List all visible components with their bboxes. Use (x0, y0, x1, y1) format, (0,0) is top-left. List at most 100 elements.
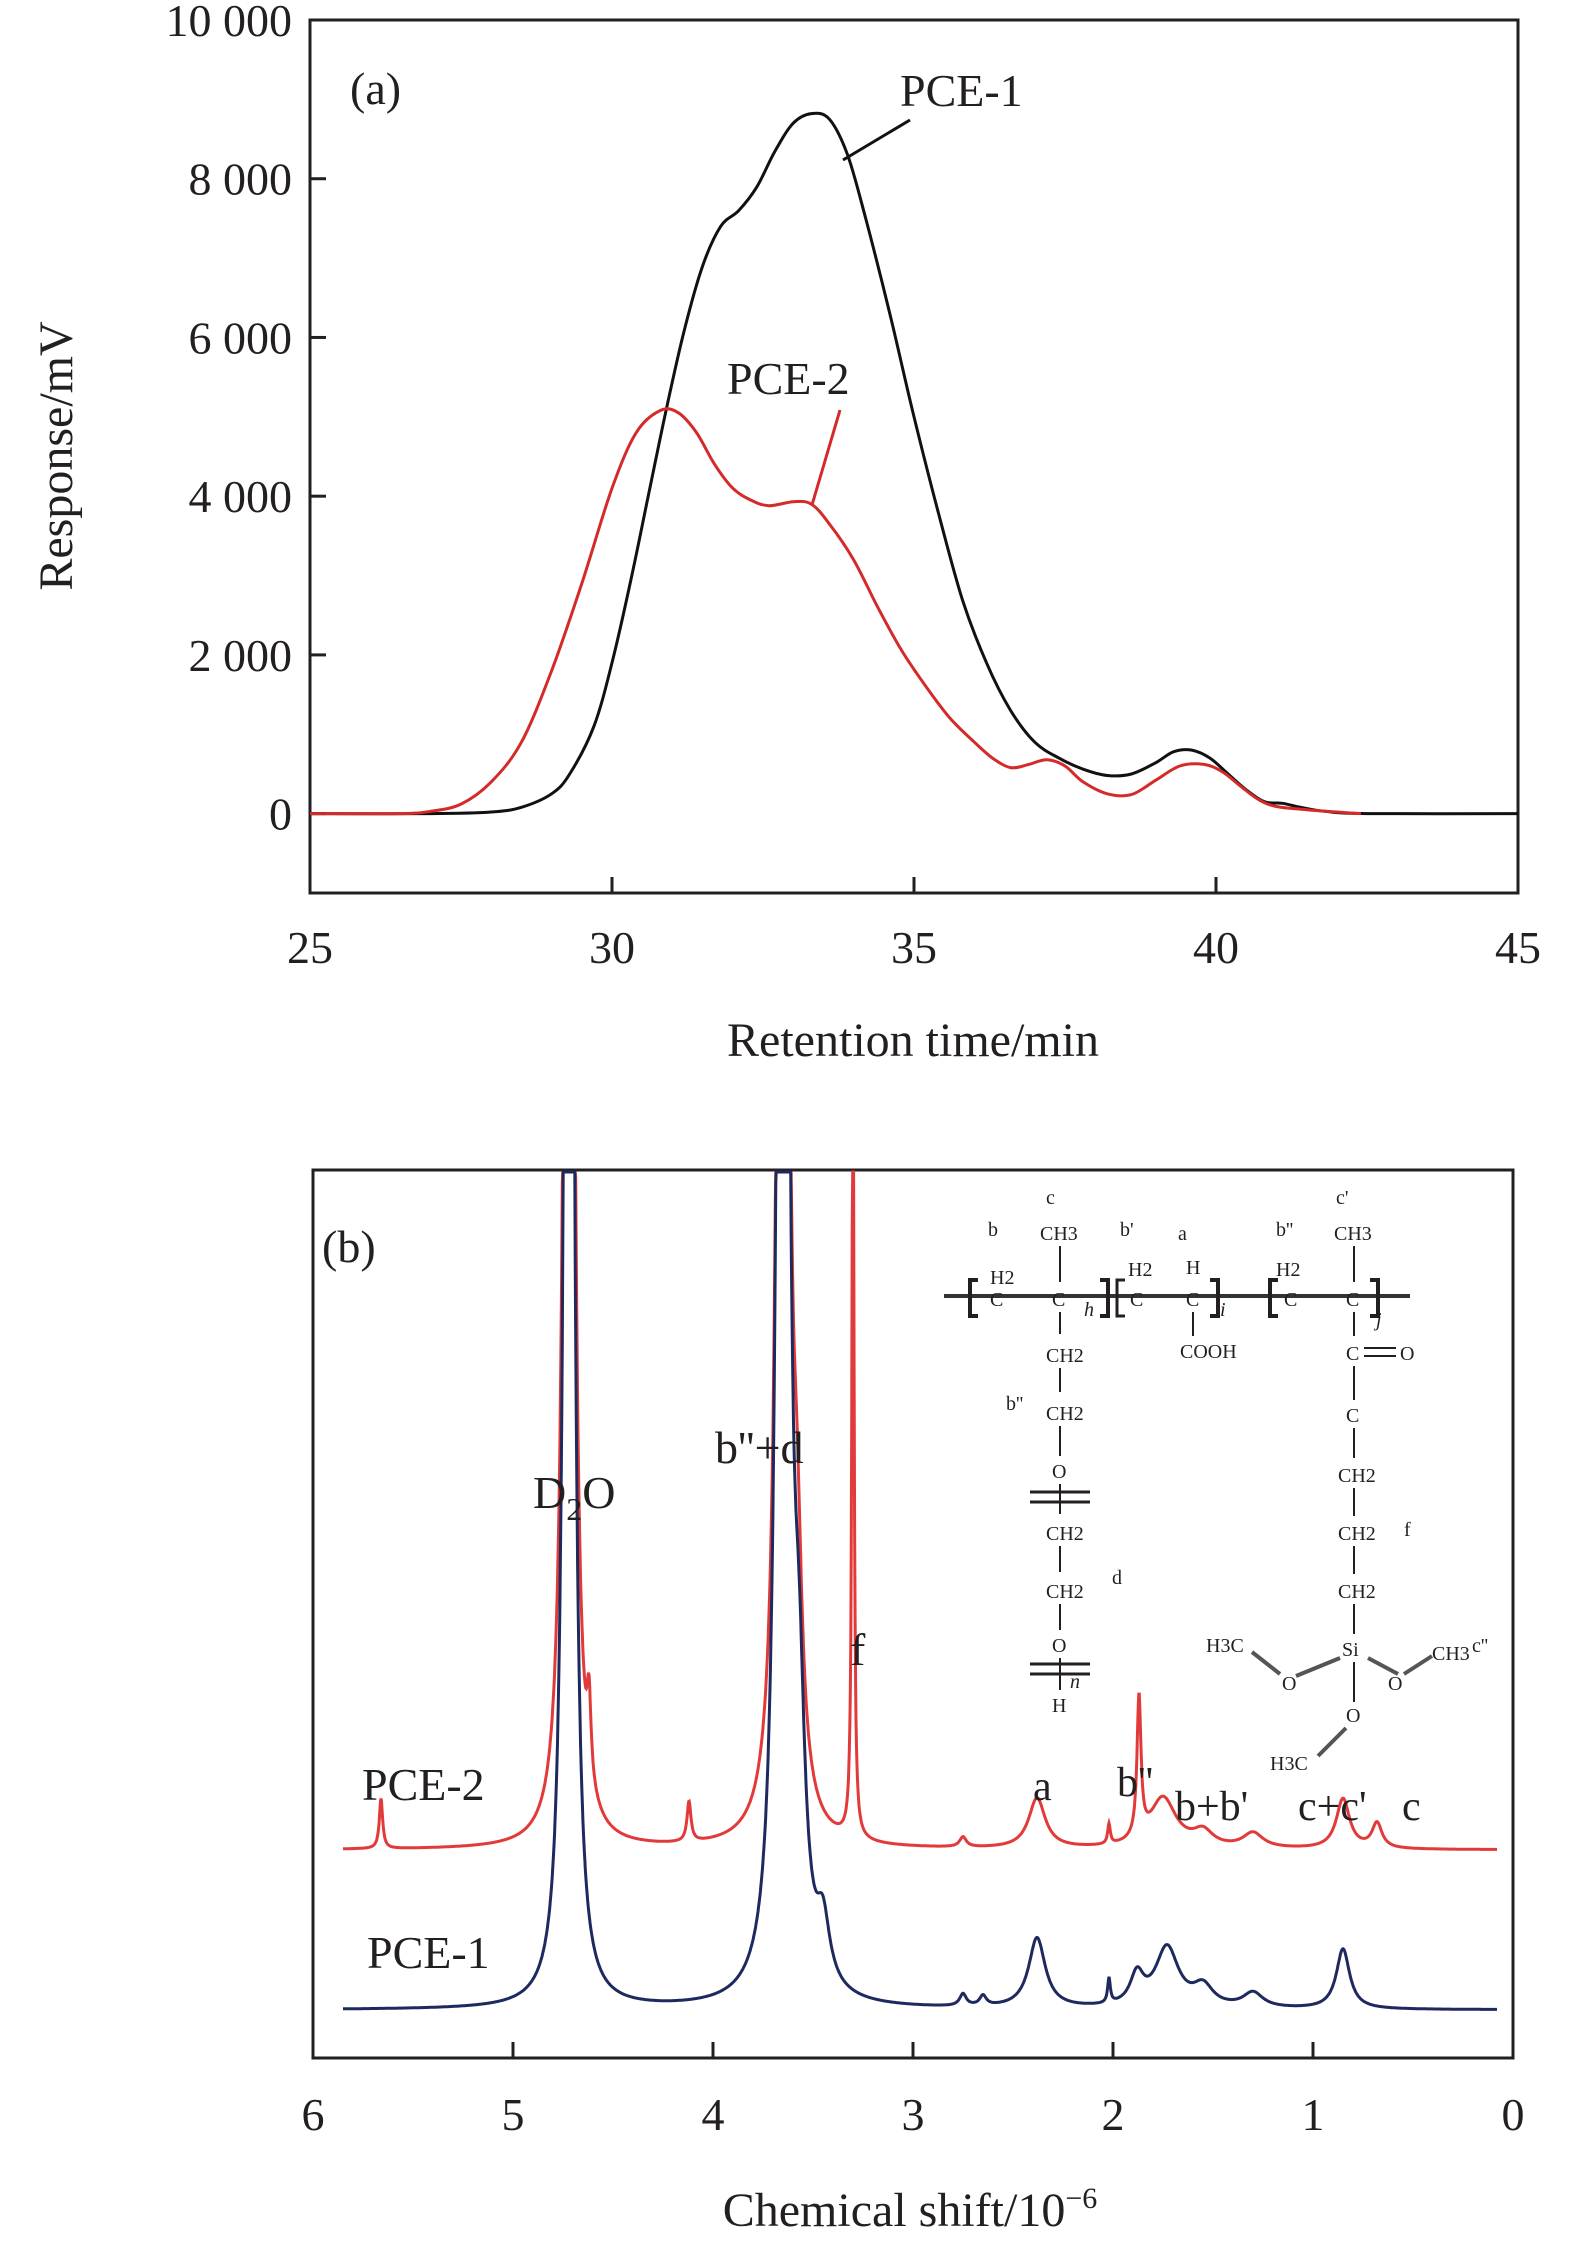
struct-c-carbonyl: C (1346, 1343, 1359, 1365)
struct-o-si-left: O (1282, 1673, 1296, 1695)
struct-c-7: C (1346, 1405, 1359, 1427)
struct-label-b: b (988, 1219, 998, 1241)
panel-a: 0 2 000 4 000 6 000 8 000 10 000 25 30 35 40 45 (… (30, 0, 1541, 1067)
spectrum-line-pce-2 (343, 1170, 1497, 1851)
panel-a-y-tick-label: 4 000 (189, 471, 293, 522)
peak-label-b2: b'' (1117, 1760, 1153, 1806)
struct-c-3: C (1130, 1289, 1143, 1311)
panel-b-x-tick-label: 5 (502, 2089, 525, 2140)
panel-b-x-ticks: 6 5 4 3 2 1 0 (302, 2042, 1525, 2140)
panel-a-x-tick-label: 40 (1193, 922, 1239, 973)
struct-h3c-bottom: H3C (1270, 1753, 1308, 1775)
peak-label-f: f (850, 1624, 866, 1675)
panel-a-y-tick-label: 10 000 (166, 0, 293, 46)
struct-ch2-6: CH2 (1338, 1523, 1376, 1545)
struct-h2-1: H2 (990, 1267, 1014, 1289)
struct-o-carbonyl: O (1400, 1343, 1414, 1365)
struct-o-1: O (1052, 1461, 1066, 1483)
struct-bracket-h-close (1100, 1278, 1110, 1318)
struct-label-a: a (1178, 1223, 1187, 1245)
struct-ch2-2: CH2 (1046, 1403, 1084, 1425)
peak-label-c: c (1402, 1784, 1421, 1830)
peak-label-b-d: b''+d (715, 1422, 804, 1473)
struct-label-c1: c' (1336, 1187, 1348, 1209)
annotation-pce-1-leader (842, 118, 911, 162)
panel-a-y-axis-label: Response/mV (30, 321, 83, 591)
struct-sub-n: n (1070, 1671, 1080, 1693)
struct-bond-22 (1316, 1726, 1348, 1758)
struct-c-4: C (1186, 1289, 1199, 1311)
panel-a-x-tick-label: 25 (287, 922, 333, 973)
panel-a-label: (a) (350, 63, 401, 114)
struct-bond-19 (1250, 1650, 1282, 1676)
panel-a-x-ticks: 25 30 35 40 45 (287, 877, 1541, 973)
series-line-pce-1 (309, 111, 1519, 816)
struct-ch2-7: CH2 (1338, 1581, 1376, 1603)
struct-o-si-right: O (1388, 1673, 1402, 1695)
panel-b-x-tick-label: 1 (1302, 2089, 1325, 2140)
struct-bracket-i-open (1115, 1278, 1125, 1318)
panel-b-frame (311, 1168, 1515, 2060)
struct-label-b1: b' (1120, 1219, 1134, 1241)
spectrum-line-pce-1 (343, 1170, 1497, 2011)
panel-b-series (343, 1170, 1497, 2011)
struct-label-b2: b'' (1276, 1219, 1293, 1241)
series-label-pce-2: PCE-2 (362, 1759, 485, 1810)
struct-side-b2: b'' (1006, 1393, 1023, 1415)
panel-a-y-tick-label: 0 (269, 789, 292, 840)
struct-ch3-right: CH3 (1432, 1643, 1470, 1665)
struct-cooh: COOH (1180, 1341, 1237, 1363)
struct-sub-i: i (1220, 1299, 1226, 1321)
struct-bracket-j-close (1370, 1278, 1380, 1318)
peak-label-c-c1: c+c' (1298, 1784, 1367, 1830)
panel-b-x-axis-label: Chemical shift/10−6 (723, 2182, 1098, 2237)
struct-si: Si (1342, 1639, 1359, 1661)
struct-bracket-j-open (1268, 1278, 1278, 1318)
struct-ch3-2: CH3 (1334, 1223, 1372, 1245)
struct-side-f: f (1404, 1519, 1411, 1541)
struct-h3c-left: H3C (1206, 1635, 1244, 1657)
panel-b: 6 5 4 3 2 1 0 (b) Chemical shift/10−6 D2O b''+… (302, 1168, 1525, 2237)
panel-a-x-tick-label: 30 (589, 922, 635, 973)
struct-label-c: c (1046, 1187, 1055, 1209)
struct-bracket-h-open (968, 1278, 978, 1318)
panel-a-y-ticks: 0 2 000 4 000 6 000 8 000 10 000 (166, 0, 326, 840)
panel-a-x-tick-label: 35 (891, 922, 937, 973)
panel-a-frame (308, 18, 1520, 895)
struct-side-c2: c'' (1472, 1635, 1488, 1657)
panel-b-x-axis-label-exp: −6 (1065, 2182, 1097, 2215)
struct-c-5: C (1284, 1289, 1297, 1311)
annotation-pce-1: PCE-1 (900, 65, 1023, 116)
series-line-pce-2 (309, 407, 1362, 816)
struct-bond-18 (1367, 1656, 1399, 1676)
struct-h-2: H (1186, 1257, 1200, 1279)
struct-h-end: H (1052, 1695, 1066, 1717)
panel-a-y-tick-label: 2 000 (189, 630, 293, 681)
struct-ch2-3: CH2 (1046, 1523, 1084, 1545)
struct-c-2: C (1052, 1289, 1065, 1311)
panel-b-x-tick-label: 0 (1502, 2089, 1525, 2140)
annotation-pce-2-leader (810, 409, 842, 506)
panel-b-x-tick-label: 2 (1102, 2089, 1125, 2140)
peak-label-d2o: D2O (533, 1467, 615, 1527)
struct-o-si-down: O (1346, 1705, 1360, 1727)
peak-label-b-b1: b+b' (1175, 1784, 1248, 1830)
struct-h2-2: H2 (1128, 1259, 1152, 1281)
struct-side-d: d (1112, 1567, 1122, 1589)
struct-ch2-5: CH2 (1338, 1465, 1376, 1487)
panel-b-x-tick-label: 4 (702, 2089, 725, 2140)
annotation-pce-2: PCE-2 (727, 353, 850, 404)
struct-h2-3: H2 (1276, 1259, 1300, 1281)
series-label-pce-1: PCE-1 (367, 1927, 490, 1978)
panel-a-x-axis-label: Retention time/min (727, 1014, 1099, 1067)
panel-a-y-tick-label: 8 000 (189, 154, 293, 205)
panel-b-x-tick-label: 3 (902, 2089, 925, 2140)
struct-bracket-i-close (1210, 1278, 1220, 1318)
struct-ch2-1: CH2 (1046, 1345, 1084, 1367)
panel-b-x-axis-label-main: Chemical shift/10 (723, 2184, 1066, 2237)
peak-label-a: a (1033, 1764, 1052, 1810)
panel-b-x-tick-label: 6 (302, 2089, 325, 2140)
panel-a-series (309, 111, 1519, 816)
chemical-structure: b c b' a b'' c' H2 C CH3 C h CH2 CH (944, 1187, 1488, 1775)
